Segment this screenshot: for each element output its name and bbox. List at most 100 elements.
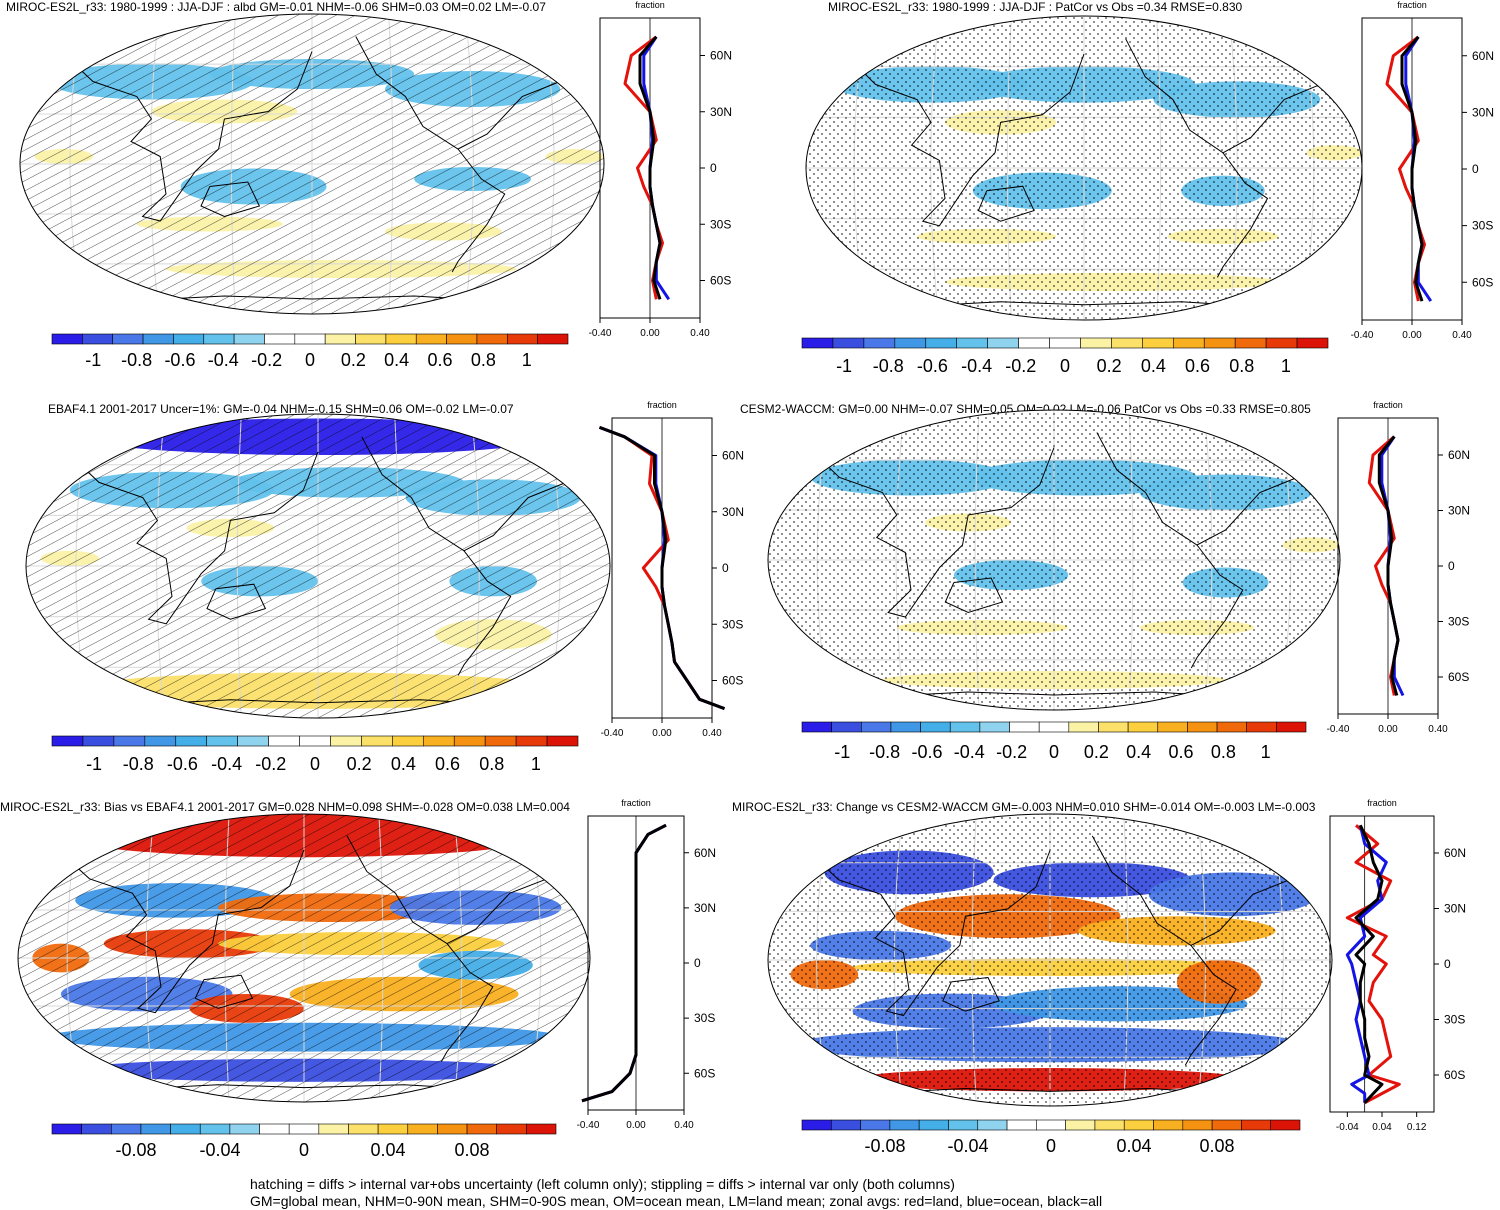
colorbar-swatch bbox=[140, 1123, 171, 1135]
x-tick-label: 0.00 bbox=[1378, 724, 1398, 735]
colorbar-tick-label: -0.4 bbox=[208, 350, 239, 370]
colorbar-tick-label: 0.2 bbox=[1084, 742, 1109, 762]
colorbar: -1 -0.8 -0.6 -0.4 -0.2 0 0.2 0.4 0.6 0.8 1 bbox=[51, 333, 569, 370]
map-panel-1: -1 -0.8 -0.6 -0.4 -0.2 0 0.2 0.4 0.6 0.8 1 fraction… bbox=[19, 0, 732, 370]
colorbar-swatch bbox=[1111, 337, 1143, 349]
colorbar-swatch bbox=[1172, 337, 1205, 349]
colorbar-tick-label: 0.8 bbox=[479, 754, 504, 774]
colorbar-swatch bbox=[1296, 337, 1329, 349]
colorbar-tick-label: -1 bbox=[834, 742, 850, 762]
colorbar-tick-label: 0.2 bbox=[1097, 356, 1122, 376]
map-field bbox=[26, 414, 610, 718]
colorbar: -0.08 -0.04 0 0.04 0.08 bbox=[51, 1123, 557, 1160]
colorbar-tick-label: 1 bbox=[531, 754, 541, 774]
colorbar-swatch bbox=[51, 735, 84, 747]
lat-tick-label: 30N bbox=[710, 105, 732, 119]
colorbar-tick-label: 0 bbox=[310, 754, 320, 774]
lat-tick-label: 30S bbox=[710, 217, 731, 231]
colorbar-swatch bbox=[294, 333, 326, 345]
colorbar-tick-label: -0.04 bbox=[199, 1140, 240, 1160]
colorbar-tick-label: 1 bbox=[1261, 742, 1271, 762]
map-border bbox=[767, 813, 1333, 1107]
colorbar-swatch bbox=[956, 337, 988, 349]
colorbar-tick-label: -0.6 bbox=[917, 356, 948, 376]
colorbar-swatch bbox=[1153, 1119, 1184, 1131]
colorbar-tick-label: -0.8 bbox=[121, 350, 152, 370]
colorbar-swatch bbox=[437, 1123, 468, 1135]
colorbar-swatch bbox=[1065, 1119, 1096, 1131]
panel-title: MIROC-ES2L_r33: 1980-1999 : JJA-DJF : Pa… bbox=[828, 0, 1243, 14]
colorbar-swatch bbox=[299, 735, 331, 747]
x-tick-label: -0.40 bbox=[577, 1120, 600, 1131]
x-tick-label: 0.04 bbox=[1372, 1122, 1392, 1133]
colorbar-tick-label: 0.04 bbox=[1116, 1136, 1151, 1156]
colorbar-tick-label: -0.6 bbox=[164, 350, 195, 370]
zonal-series-all bbox=[1400, 35, 1424, 302]
colorbar-tick-label: -0.2 bbox=[255, 754, 286, 774]
x-tick-label: 0.40 bbox=[674, 1120, 694, 1131]
hatching-overlay bbox=[26, 414, 610, 718]
colorbar-swatch bbox=[113, 735, 146, 747]
colorbar-swatch bbox=[977, 1119, 1008, 1131]
panel-title: MIROC-ES2L_r33: 1980-1999 : JJA-DJF : al… bbox=[6, 0, 546, 14]
colorbar: -0.08 -0.04 0 0.04 0.08 bbox=[801, 1119, 1301, 1156]
zonal-axis-title: fraction bbox=[635, 0, 665, 10]
map-field bbox=[18, 814, 590, 1102]
x-tick-label: 0.40 bbox=[702, 728, 722, 739]
colorbar-swatch bbox=[949, 721, 981, 733]
stippling-overlay bbox=[806, 16, 1362, 320]
colorbar-swatch bbox=[860, 1119, 891, 1131]
lat-tick-label: 30N bbox=[722, 505, 744, 519]
colorbar-swatch bbox=[832, 337, 865, 349]
zonal-mean-plot: fraction 60N 30N 0 30S 60S -0.40 0.00 0.40 bbox=[577, 798, 716, 1131]
colorbar: -1 -0.8 -0.6 -0.4 -0.2 0 0.2 0.4 0.6 0.8 1 bbox=[801, 337, 1329, 376]
colorbar-tick-label: 0 bbox=[1049, 742, 1059, 762]
colorbar-swatch bbox=[830, 1119, 861, 1131]
panel-title: CESM2-WACCM: GM=0.00 NHM=-0.07 SHM=0.05 … bbox=[740, 402, 1311, 416]
map-border bbox=[767, 409, 1341, 711]
colorbar-tick-label: -0.08 bbox=[864, 1136, 905, 1156]
colorbar-swatch bbox=[1142, 337, 1174, 349]
figure-canvas: -1 -0.8 -0.6 -0.4 -0.2 0 0.2 0.4 0.6 0.8 1 fraction… bbox=[17, 0, 1494, 1160]
colorbar-swatch bbox=[1276, 721, 1307, 733]
colorbar-swatch bbox=[1182, 1119, 1213, 1131]
lat-tick-label: 30S bbox=[694, 1011, 715, 1025]
colorbar-tick-label: 0.4 bbox=[1126, 742, 1151, 762]
colorbar-tick-label: 0.6 bbox=[1185, 356, 1210, 376]
colorbar-swatch bbox=[1246, 721, 1277, 733]
colorbar-swatch bbox=[385, 333, 417, 345]
colorbar-swatch bbox=[348, 1123, 379, 1135]
x-tick-label: 0.40 bbox=[1452, 330, 1472, 341]
colorbar-tick-label: 0.4 bbox=[1141, 356, 1166, 376]
lat-tick-label: 60N bbox=[710, 49, 732, 63]
hatching-overlay bbox=[18, 814, 590, 1102]
map-panel-4: -1 -0.8 -0.6 -0.4 -0.2 0 0.2 0.4 0.6 0.8 1 fraction… bbox=[767, 400, 1470, 762]
zonal-series-land bbox=[1345, 824, 1401, 1105]
colorbar-tick-label: 0.6 bbox=[1168, 742, 1193, 762]
footer-line-1: hatching = diffs > internal var+obs unce… bbox=[250, 1176, 955, 1192]
map-border bbox=[25, 413, 611, 719]
colorbar-swatch bbox=[831, 721, 862, 733]
lat-tick-label: 0 bbox=[710, 161, 717, 175]
lat-tick-label: 60S bbox=[1444, 1068, 1465, 1082]
colorbar-tick-label: 0.6 bbox=[435, 754, 460, 774]
zonal-mean-plot: fraction 60N 30N 0 30S 60S -0.40 0.00 0.40 bbox=[598, 400, 744, 739]
colorbar-swatch bbox=[1080, 337, 1112, 349]
colorbar-swatch bbox=[453, 735, 486, 747]
x-tick-label: -0.40 bbox=[1351, 330, 1374, 341]
lat-tick-label: 30N bbox=[694, 901, 716, 915]
colorbar-tick-label: -0.8 bbox=[123, 754, 154, 774]
colorbar-tick-label: 0.04 bbox=[370, 1140, 405, 1160]
lat-tick-label: 60S bbox=[710, 274, 731, 288]
colorbar-swatch bbox=[361, 735, 393, 747]
colorbar-swatch bbox=[170, 1123, 201, 1135]
colorbar-tick-label: -0.2 bbox=[251, 350, 282, 370]
colorbar-swatch bbox=[1068, 721, 1099, 733]
lat-tick-label: 0 bbox=[694, 956, 701, 970]
colorbar-tick-label: -0.04 bbox=[947, 1136, 988, 1156]
colorbar-swatch bbox=[259, 1123, 290, 1135]
colorbar-swatch bbox=[355, 333, 387, 345]
colorbar-tick-label: 0.4 bbox=[384, 350, 409, 370]
colorbar-swatch bbox=[925, 337, 958, 349]
colorbar-swatch bbox=[484, 735, 517, 747]
